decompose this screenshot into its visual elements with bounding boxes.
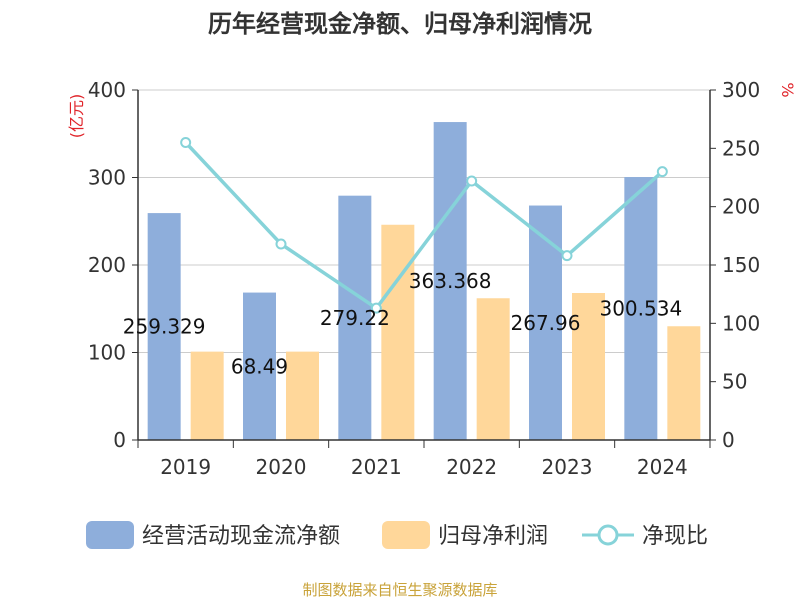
legend-label-cash-ratio: 净现比 (642, 524, 708, 549)
right-axis-tick-labels: 0 50 100 150 200 250 300 (722, 78, 760, 452)
left-axis-tick-label: 200 (88, 253, 126, 277)
x-axis-tick-label: 2024 (637, 455, 688, 479)
bar-operating-cashflow (243, 292, 276, 440)
left-axis-tick-labels: 0 100 200 300 400 (88, 78, 126, 452)
left-axis-tick-label: 300 (88, 166, 126, 190)
left-axis-unit: (亿元) (67, 94, 86, 139)
data-label: 363.368 (409, 269, 492, 293)
data-label: 300.534 (599, 297, 682, 321)
bar-operating-cashflow (529, 205, 562, 440)
cash-ratio-point (656, 166, 668, 178)
right-axis-tick-label: 200 (722, 195, 760, 219)
series-net-profit (190, 224, 701, 440)
x-axis-tick-label: 2019 (160, 455, 211, 479)
x-axis-tick-label: 2023 (542, 455, 593, 479)
bar-net-profit (667, 326, 701, 440)
source-note: 制图数据来自恒生聚源数据库 (302, 581, 497, 599)
data-label: 259.329 (123, 315, 206, 339)
series-operating-cashflow (147, 122, 658, 440)
legend: 经营活动现金流净额 归母净利润 净现比 (86, 521, 708, 549)
cash-ratio-point (370, 302, 382, 314)
legend-swatch-net-profit (382, 521, 430, 549)
bar-operating-cashflow (338, 195, 372, 440)
bar-operating-cashflow (147, 213, 181, 440)
legend-marker-cash-ratio (597, 524, 619, 546)
bar-net-profit (476, 298, 510, 440)
axes (132, 89, 716, 448)
x-axis-tick-labels: 2019 2020 2021 2022 2023 2024 (160, 455, 688, 479)
x-axis-tick-label: 2022 (446, 455, 497, 479)
right-axis-tick-label: 300 (722, 78, 760, 102)
chart-title: 历年经营现金净额、归母净利润情况 (208, 10, 592, 38)
right-axis-tick-label: 250 (722, 136, 760, 160)
legend-swatch-operating-cashflow (86, 521, 134, 549)
data-label: 68.49 (231, 354, 288, 378)
bar-net-profit (572, 293, 605, 440)
cash-ratio-point (275, 238, 287, 250)
data-label: 279.22 (320, 306, 390, 330)
cash-ratio-line (184, 141, 664, 310)
legend-label-net-profit: 归母净利润 (438, 524, 548, 549)
right-axis-unit: % (778, 82, 797, 97)
left-axis-tick-label: 0 (113, 428, 126, 452)
grid-lines (138, 89, 710, 353)
right-axis-tick-label: 0 (722, 428, 735, 452)
cash-ratio-point (466, 175, 478, 187)
bar-net-profit (286, 351, 319, 440)
x-axis-tick-label: 2020 (256, 455, 307, 479)
series-cash-ratio (180, 137, 668, 314)
bar-net-profit (381, 224, 415, 440)
right-axis-tick-label: 100 (722, 311, 760, 335)
cash-ratio-point (180, 137, 192, 148)
cash-ratio-point (561, 250, 573, 262)
data-labels: 259.329 68.49 279.22 363.368 267.96 300.534 (123, 269, 682, 378)
bar-net-profit (190, 351, 224, 440)
bar-operating-cashflow (624, 177, 658, 440)
data-label: 267.96 (511, 311, 581, 335)
x-axis-tick-label: 2021 (351, 455, 402, 479)
right-axis-tick-label: 150 (722, 253, 760, 277)
right-axis-tick-label: 50 (722, 370, 747, 394)
left-axis-tick-label: 400 (88, 78, 126, 102)
left-axis-tick-label: 100 (88, 341, 126, 365)
legend-label-operating-cashflow: 经营活动现金流净额 (142, 524, 340, 549)
bar-operating-cashflow (433, 122, 467, 440)
